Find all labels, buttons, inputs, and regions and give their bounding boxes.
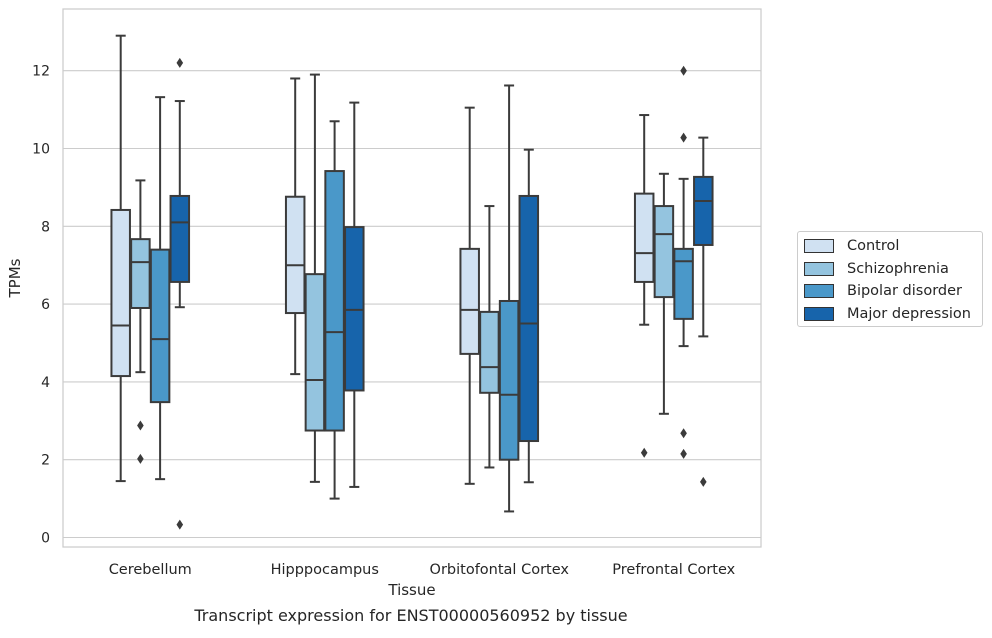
box-group xyxy=(518,148,540,484)
box-group xyxy=(479,205,500,469)
box-group xyxy=(498,84,520,513)
legend-swatch-bipolar-disorder xyxy=(804,284,834,299)
box-iqr xyxy=(633,192,655,283)
legend-label-control: Control xyxy=(847,238,900,255)
box-group xyxy=(130,179,151,464)
box-iqr xyxy=(324,170,345,432)
box-iqr xyxy=(284,195,306,315)
box-iqr xyxy=(149,248,171,404)
box-group xyxy=(459,106,480,485)
box-iqr xyxy=(693,175,714,246)
box-group xyxy=(324,120,345,500)
box-iqr xyxy=(653,205,675,299)
box-group xyxy=(633,114,655,458)
box-group xyxy=(110,34,131,483)
box-group xyxy=(284,77,306,376)
x-tick-label: Cerebellum xyxy=(109,562,192,578)
box-iqr xyxy=(518,194,540,443)
y-tick-label: 2 xyxy=(41,453,50,469)
box-iqr xyxy=(130,238,151,309)
outlier-point xyxy=(176,519,184,530)
outlier-point xyxy=(640,447,648,458)
legend-item-bipolar-disorder: Bipolar disorder xyxy=(804,280,976,303)
box-iqr xyxy=(459,247,480,355)
boxes xyxy=(110,34,714,530)
box-iqr xyxy=(673,247,694,320)
box-group xyxy=(673,65,694,459)
y-tick-labels: 0 2 4 6 8 10 12 xyxy=(32,64,50,547)
y-axis-label: TPMs xyxy=(6,258,24,298)
box-iqr xyxy=(498,299,520,461)
x-tick-label: Prefrontal Cortex xyxy=(612,562,735,578)
legend: Control Schizophrenia Bipolar disorder M… xyxy=(797,231,983,327)
outlier-point xyxy=(680,65,687,76)
y-tick-label: 0 xyxy=(41,531,50,547)
legend-swatch-major-depression xyxy=(804,306,834,321)
x-tick-label: Hipppocampus xyxy=(271,562,379,578)
box-group xyxy=(344,101,365,488)
box-iqr xyxy=(304,273,326,432)
legend-label-bipolar-disorder: Bipolar disorder xyxy=(847,283,962,300)
box-iqr xyxy=(344,226,365,392)
legend-item-major-depression: Major depression xyxy=(804,303,976,326)
box-group xyxy=(169,57,191,530)
box-iqr xyxy=(110,208,131,378)
outlier-point xyxy=(137,453,144,464)
x-tick-label: Orbitofontal Cortex xyxy=(430,562,570,578)
plot-area-frame xyxy=(62,8,762,548)
y-tick-label: 6 xyxy=(41,297,50,313)
outlier-point xyxy=(680,448,687,459)
outlier-point xyxy=(137,420,144,431)
box-group xyxy=(304,73,326,483)
y-tick-label: 10 xyxy=(32,142,50,158)
y-tick-label: 8 xyxy=(41,219,50,235)
y-tick-label: 4 xyxy=(41,375,50,391)
outlier-point xyxy=(176,57,184,68)
box-iqr xyxy=(169,194,191,283)
box-group xyxy=(693,136,714,487)
legend-item-control: Control xyxy=(804,235,976,258)
x-axis-label: Tissue xyxy=(387,581,435,599)
legend-item-schizophrenia: Schizophrenia xyxy=(804,258,976,281)
legend-swatch-control xyxy=(804,239,834,254)
legend-label-major-depression: Major depression xyxy=(847,305,971,322)
y-tick-label: 12 xyxy=(32,64,50,80)
box-group xyxy=(653,172,675,415)
x-tick-labels: Cerebellum Hipppocampus Orbitofontal Corte… xyxy=(109,562,736,578)
box-group xyxy=(149,96,171,481)
outlier-point xyxy=(680,428,687,439)
legend-label-schizophrenia: Schizophrenia xyxy=(847,260,949,277)
box-iqr xyxy=(479,310,500,394)
figure-caption: Transcript expression for ENST0000056095… xyxy=(194,606,628,625)
outlier-point xyxy=(680,132,687,143)
outlier-point xyxy=(700,476,707,487)
legend-swatch-schizophrenia xyxy=(804,261,834,276)
